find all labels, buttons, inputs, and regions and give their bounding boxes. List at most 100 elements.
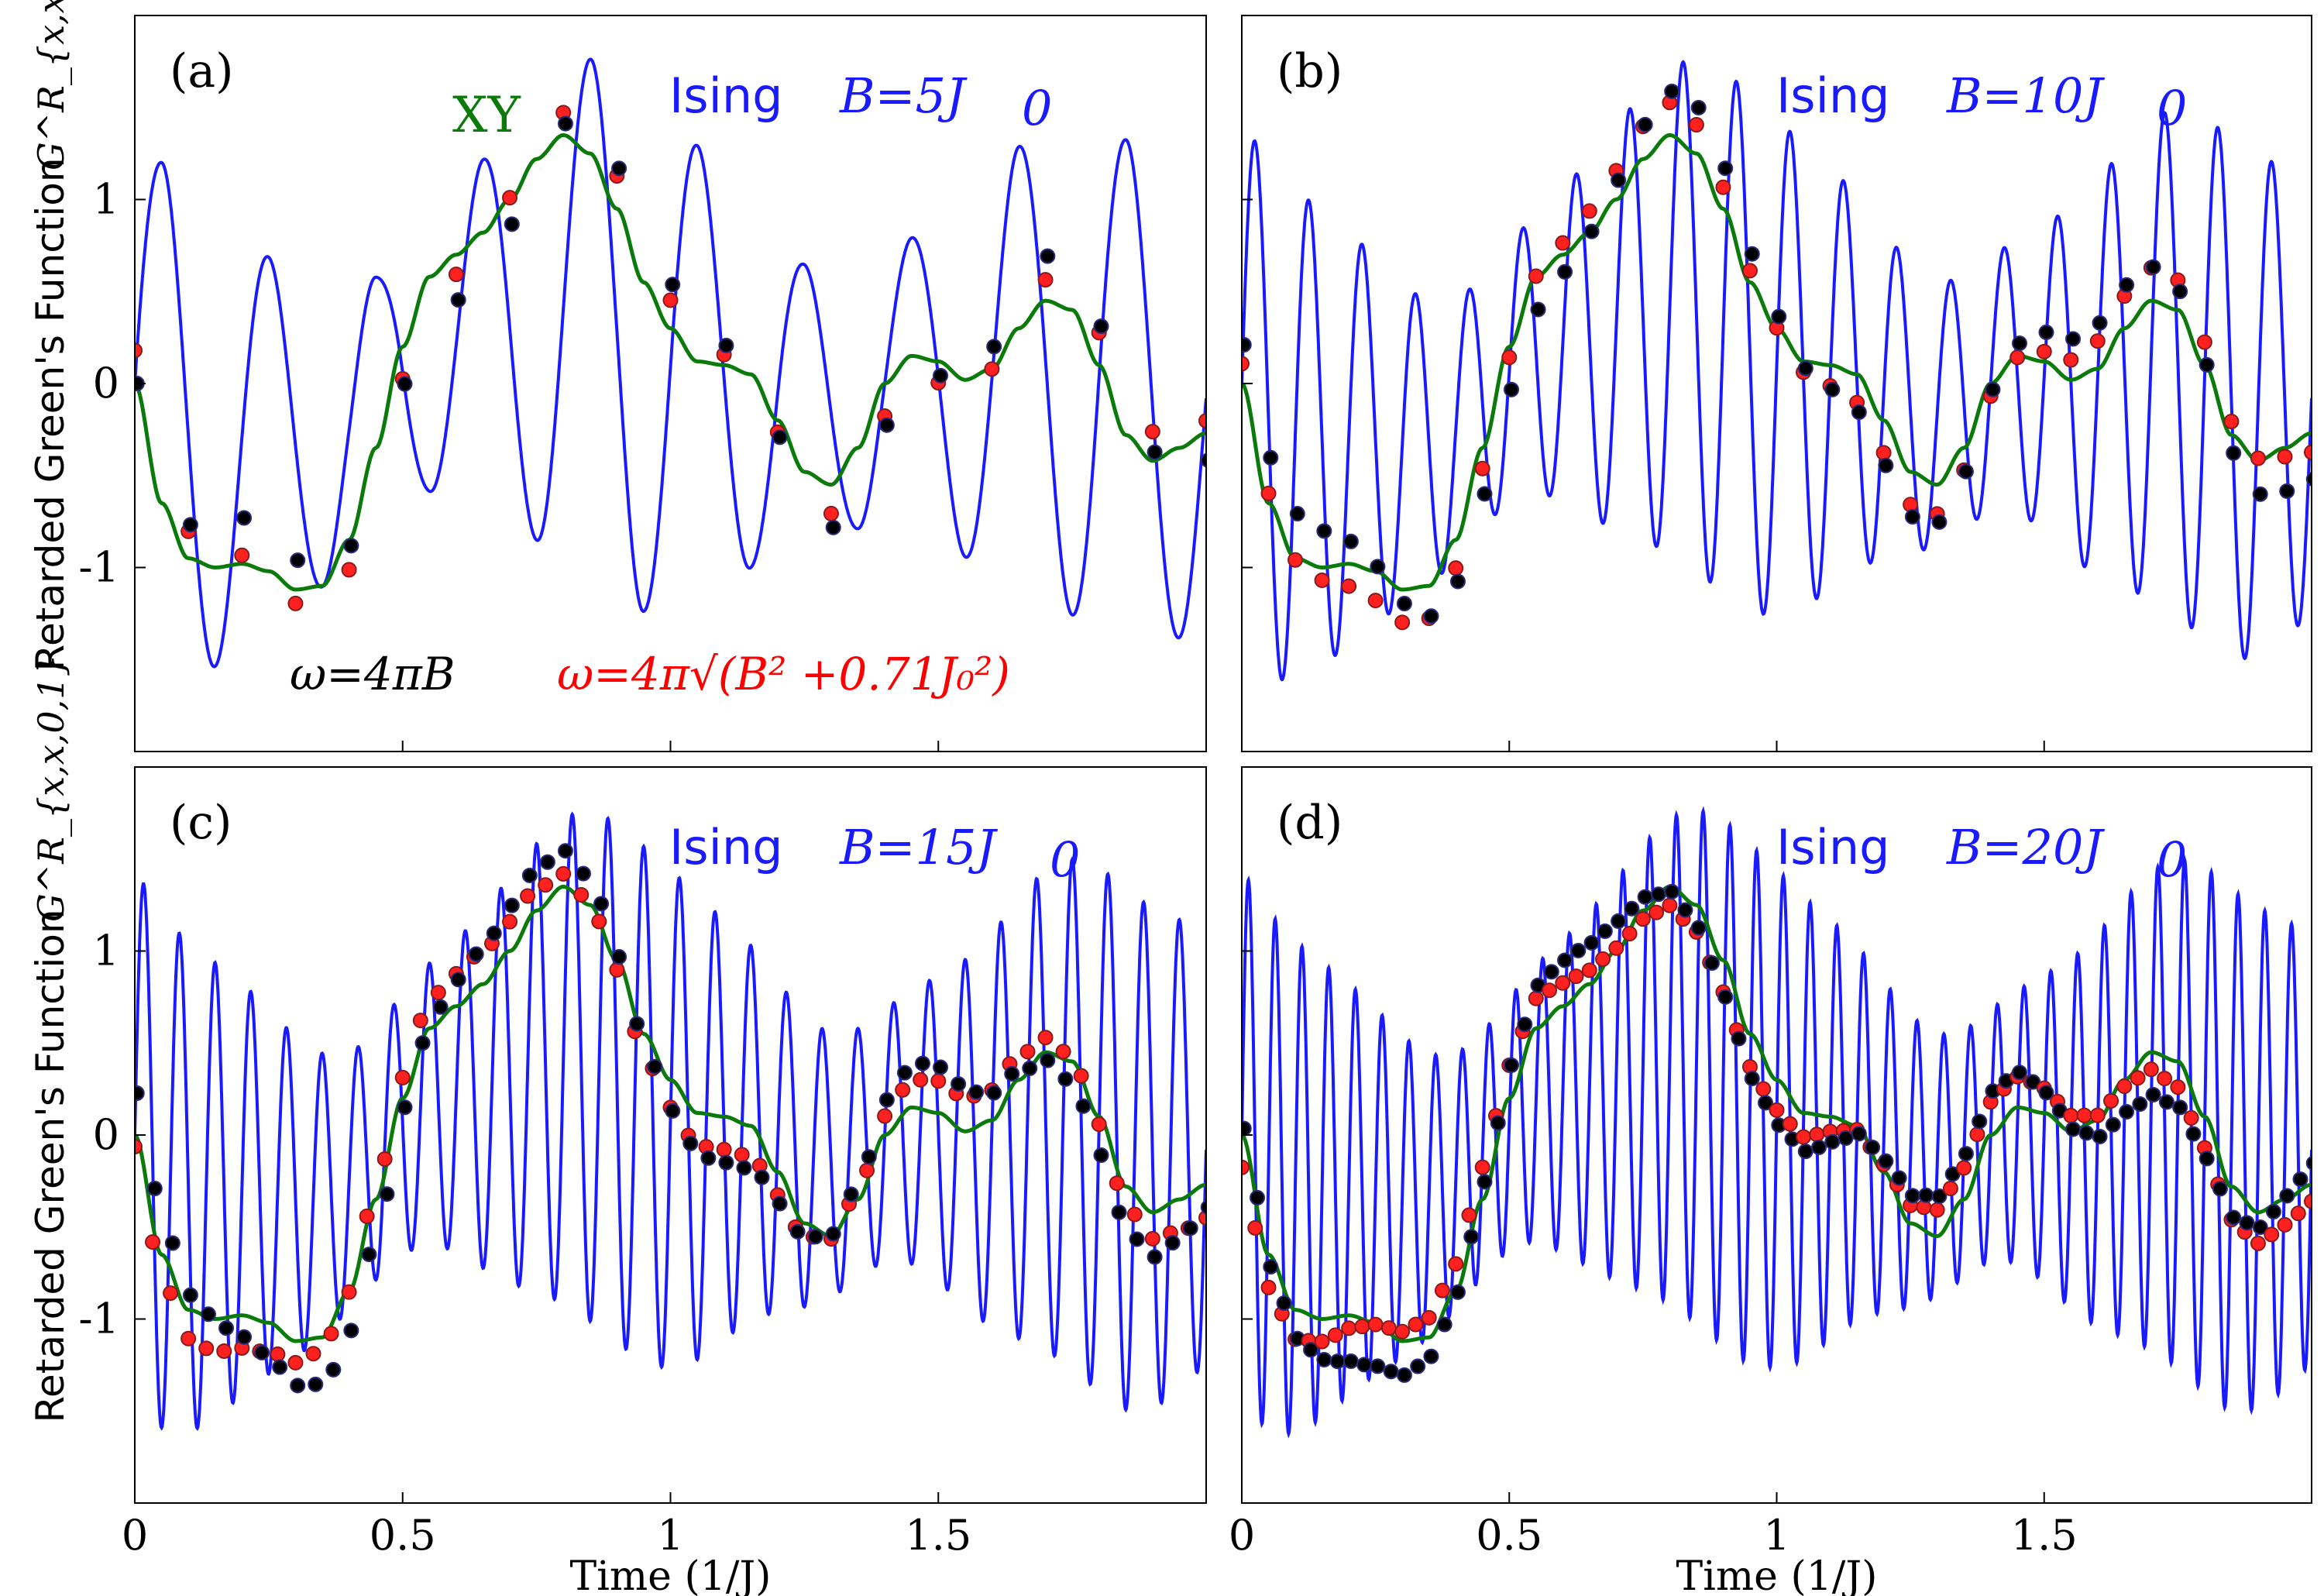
dot-red <box>2116 1078 2133 1095</box>
dot-red <box>1875 445 1892 461</box>
dot-black <box>1370 559 1386 575</box>
dot-black <box>647 1058 663 1075</box>
dot-black <box>1147 1249 1163 1265</box>
dot-black <box>2239 1215 2255 1231</box>
dot-black <box>397 376 413 392</box>
dot-black <box>557 843 573 859</box>
y-axis-label: Retarded Green's Function <box>28 157 73 671</box>
dot-red <box>555 865 572 882</box>
dot-red <box>305 1346 321 1362</box>
dot-red <box>1198 413 1206 429</box>
dot-red <box>2304 444 2312 460</box>
dot-red <box>1688 117 1704 133</box>
dot-red <box>716 1141 732 1157</box>
dot-black <box>1182 1220 1198 1237</box>
x-tick-label: 0.5 <box>370 1511 436 1560</box>
dot-red <box>1715 179 1731 195</box>
dot-black <box>1811 1139 1827 1155</box>
dot-black <box>1316 1351 1332 1367</box>
dot-red <box>145 1234 161 1250</box>
dot-black <box>1329 1354 1346 1370</box>
dot-black <box>200 1306 216 1323</box>
dot-black <box>1370 1358 1386 1374</box>
dot-red <box>1354 1319 1370 1335</box>
dot-black <box>2279 483 2295 499</box>
dot-black <box>1865 1139 1881 1155</box>
dot-black <box>2038 1085 2054 1101</box>
xy-label: XY <box>452 87 521 144</box>
dot-black <box>1490 1115 1506 1131</box>
x-tick-label: 0 <box>1229 1511 1255 1560</box>
dot-red <box>1595 951 1611 967</box>
x-tick-label: 1.5 <box>2011 1511 2078 1560</box>
dot-red <box>2063 1107 2079 1123</box>
dot-black <box>914 1055 930 1071</box>
dot-black <box>1147 444 1163 460</box>
dot-red <box>2183 1109 2199 1126</box>
dot-black <box>272 1359 288 1375</box>
dot-red <box>573 886 590 903</box>
dot-red <box>1314 1333 1330 1350</box>
dot-black <box>861 1149 877 1165</box>
dot-black <box>2185 1126 2202 1142</box>
dot-red <box>376 1151 393 1167</box>
dot-black <box>878 417 895 433</box>
y-tick-label: 0 <box>93 359 119 408</box>
b-value-subscript: 0 <box>2157 831 2187 888</box>
dot-black <box>1342 533 1359 549</box>
dot-black <box>1824 381 1841 397</box>
dot-black <box>1449 573 1466 590</box>
dot-black <box>1583 934 1600 951</box>
dot-red <box>859 1162 875 1178</box>
ising-label: Ising <box>1776 819 1889 875</box>
panel-c: 1 0 -1 0 0.5 1 1.5 (c) Ising B=15J 0 Retarded Green… <box>28 654 1207 1596</box>
dot-red <box>1474 460 1490 476</box>
omega-black-label: ω=4πB <box>290 648 456 700</box>
dot-black <box>736 1160 752 1176</box>
dot-black <box>1611 172 1627 188</box>
dot-black <box>2279 1188 2295 1204</box>
x-tick-label: 1 <box>1763 1511 1789 1560</box>
plot-area <box>1242 60 2312 682</box>
b-value-subscript: 0 <box>2157 80 2187 136</box>
x-tick-label: 0.5 <box>1476 1511 1542 1560</box>
dot-red <box>1073 1068 1089 1084</box>
dot-red <box>359 1208 375 1224</box>
dot-black <box>700 1150 717 1166</box>
dot-black <box>789 1223 806 1240</box>
dot-red <box>1662 897 1678 913</box>
dot-black <box>2252 1219 2268 1235</box>
dot-black <box>1878 457 1894 473</box>
x-tick-label: 0 <box>122 1511 148 1560</box>
plot-area <box>135 811 1206 1431</box>
dot-black <box>576 865 592 882</box>
dot-black <box>182 517 198 533</box>
dot-black <box>2172 1099 2188 1116</box>
dot-black <box>1057 1071 1074 1087</box>
dot-black <box>1918 1187 1934 1203</box>
dot-red <box>1421 1309 1437 1326</box>
y-tick-label: 1 <box>93 175 119 224</box>
dot-black <box>1129 1231 1145 1247</box>
dot-black <box>557 115 573 132</box>
dot-red <box>1448 560 1464 576</box>
dot-black <box>1504 1057 1520 1073</box>
dot-black <box>1583 223 1600 239</box>
dot-red <box>1109 1175 1125 1192</box>
dot-black <box>1557 952 1573 968</box>
dot-black <box>1289 506 1305 522</box>
dot-red <box>198 1340 215 1357</box>
dot-black <box>379 1186 395 1202</box>
dot-red <box>1555 235 1571 251</box>
dot-red <box>216 1343 232 1359</box>
dot-red <box>2157 1071 2173 1087</box>
dot-red <box>591 913 607 930</box>
dot-black <box>1838 1130 1854 1147</box>
b-value-label: B=10J <box>1946 67 2105 124</box>
dot-red <box>2277 449 2293 465</box>
dot-black <box>432 999 449 1015</box>
dot-black <box>1200 452 1206 468</box>
dot-black <box>2065 1121 2082 1137</box>
dot-black <box>236 510 253 526</box>
dot-red <box>2196 334 2212 350</box>
